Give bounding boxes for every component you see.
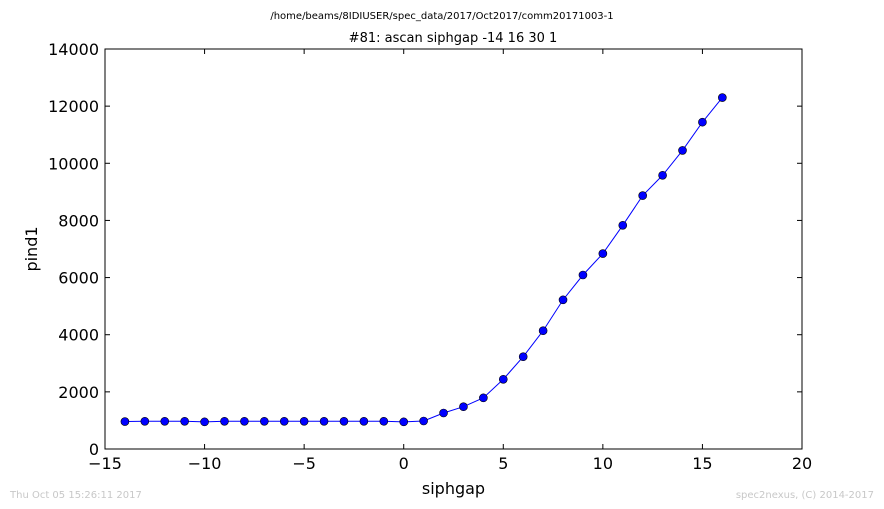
y-tick-label: 0 (89, 440, 99, 459)
data-point (319, 416, 329, 426)
x-tick-label: −5 (292, 454, 316, 473)
series-line (124, 97, 723, 423)
x-tick-label: 5 (498, 454, 508, 473)
data-point (299, 416, 309, 426)
data-point (518, 352, 528, 362)
x-axis-label: siphgap (422, 479, 485, 498)
data-point (678, 146, 687, 155)
data-point (399, 417, 409, 427)
x-tick-label: 20 (792, 454, 812, 473)
data-point (140, 416, 150, 426)
chart-suptitle: /home/beams/8IDIUSER/spec_data/2017/Oct2… (270, 11, 613, 22)
data-point (618, 220, 628, 230)
data-point (538, 326, 548, 336)
data-point (658, 170, 667, 180)
data-point (419, 416, 428, 426)
data-point (260, 416, 269, 426)
data-point (359, 416, 369, 426)
data-point (698, 117, 707, 127)
x-tick-label: 0 (399, 454, 409, 473)
y-tick-label: 8000 (58, 211, 99, 230)
y-tick-label: 10000 (48, 154, 99, 173)
data-point (160, 416, 170, 426)
data-point (479, 393, 488, 403)
data-point (439, 408, 448, 418)
data-point (180, 416, 189, 426)
x-tick-label: 10 (593, 454, 613, 473)
y-axis-label: pind1 (22, 226, 41, 271)
data-point (718, 93, 727, 102)
chart-title: #81: ascan siphgap -14 16 30 1 (349, 31, 558, 46)
footer-credit: spec2nexus, (C) 2014-2017 (736, 490, 874, 501)
y-tick-label: 4000 (58, 326, 99, 345)
data-point (598, 249, 608, 258)
plot-frame (104, 48, 803, 450)
x-tick-label: −10 (188, 454, 222, 473)
data-point (498, 374, 508, 384)
data-point (558, 295, 568, 305)
data-point (200, 417, 209, 427)
data-point (279, 416, 289, 426)
data-point (120, 417, 130, 426)
data-point (220, 416, 229, 426)
footer-timestamp: Thu Oct 05 15:26:11 2017 (9, 490, 142, 501)
data-point (240, 416, 249, 426)
data-point (638, 191, 647, 200)
x-tick-label: 15 (692, 454, 712, 473)
data-point (339, 416, 349, 426)
data-point (459, 402, 468, 412)
data-point (578, 270, 588, 280)
data-point (379, 416, 389, 426)
y-tick-label: 14000 (48, 40, 99, 59)
x-tick-label: −15 (88, 454, 122, 473)
y-tick-label: 6000 (58, 269, 99, 288)
y-tick-label: 12000 (48, 97, 99, 116)
y-tick-label: 2000 (58, 383, 99, 402)
